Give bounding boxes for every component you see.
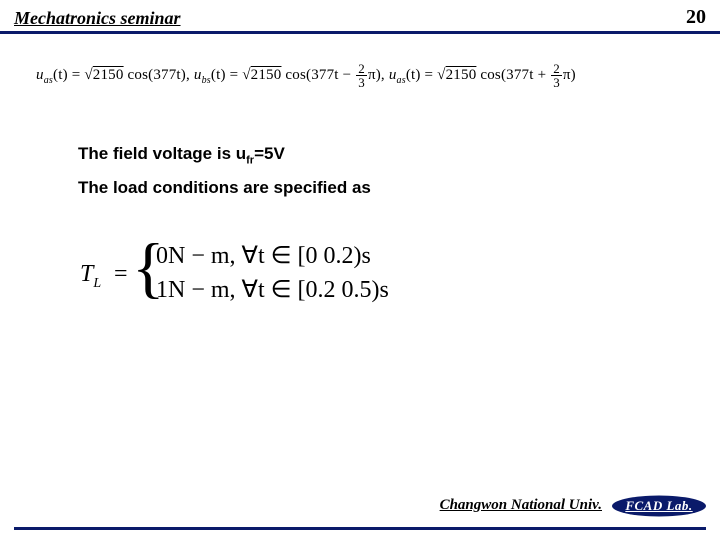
footer-rule (14, 527, 706, 530)
header-title: Mechatronics seminar (14, 8, 181, 29)
piecewise-brace: { (132, 233, 165, 301)
page-number: 20 (686, 6, 706, 29)
ucs-arg: (t) = (406, 67, 437, 83)
line1-pre: The field voltage is u (78, 144, 246, 163)
ubs-sym: u (194, 67, 202, 83)
load-torque-piecewise: TL = { 0N − m, ∀t ∈ [0 0.2)s 1N − m, ∀t … (118, 239, 720, 307)
ubs-sqrt: 2150 (251, 67, 282, 83)
ubs-arg: (t) = (211, 67, 242, 83)
case-2: 1N − m, ∀t ∈ [0.2 0.5)s (156, 273, 720, 307)
uas-sub: as (44, 75, 53, 86)
uas-cos: cos(377t), (124, 67, 194, 83)
lhs-T: T (80, 261, 93, 287)
ubs-radical: √ (242, 67, 250, 83)
ubs-pi: π), (368, 67, 389, 83)
piecewise-lhs: TL (80, 261, 101, 292)
ucs-pi: π) (563, 67, 576, 83)
body-text: The field voltage is ufr=5V The load con… (78, 137, 720, 205)
ubs-den: 3 (356, 76, 367, 89)
lab-badge: FCAD Lab. (612, 495, 706, 517)
ubs-sub: bs (202, 75, 211, 86)
ubs-frac: 23 (356, 62, 367, 89)
slide-footer: Changwon National Univ. FCAD Lab. (0, 505, 720, 530)
ucs-sub: as (397, 75, 406, 86)
voltage-equations: uas(t) = √2150 cos(377t), ubs(t) = √2150… (36, 62, 702, 89)
uas-sqrt: 2150 (93, 67, 124, 83)
slide-header: Mechatronics seminar 20 (0, 0, 720, 34)
piecewise-cases: 0N − m, ∀t ∈ [0 0.2)s 1N − m, ∀t ∈ [0.2 … (156, 239, 720, 307)
uas-arg: (t) = (53, 67, 84, 83)
ubs-cos-pre: cos(377t − (281, 67, 355, 83)
uas-sym: u (36, 67, 44, 83)
case-1: 0N − m, ∀t ∈ [0 0.2)s (156, 239, 720, 273)
lhs-sub: L (93, 276, 101, 291)
piecewise-eq: = (114, 261, 128, 288)
ucs-cos-pre: cos(377t + (476, 67, 550, 83)
field-voltage-line: The field voltage is ufr=5V (78, 137, 720, 171)
ucs-num: 2 (551, 62, 562, 76)
ucs-sqrt: 2150 (446, 67, 477, 83)
line1-sub: fr (246, 154, 254, 166)
ucs-radical: √ (437, 67, 445, 83)
ucs-frac: 23 (551, 62, 562, 89)
university-name: Changwon National Univ. (440, 497, 602, 516)
line1-post: =5V (254, 144, 285, 163)
uas-radical: √ (84, 67, 92, 83)
ucs-sym: u (389, 67, 397, 83)
footer-row: Changwon National Univ. FCAD Lab. (14, 495, 706, 517)
ucs-den: 3 (551, 76, 562, 89)
lab-text: FCAD Lab. (612, 495, 706, 517)
load-conditions-line: The load conditions are specified as (78, 171, 720, 205)
ubs-num: 2 (356, 62, 367, 76)
